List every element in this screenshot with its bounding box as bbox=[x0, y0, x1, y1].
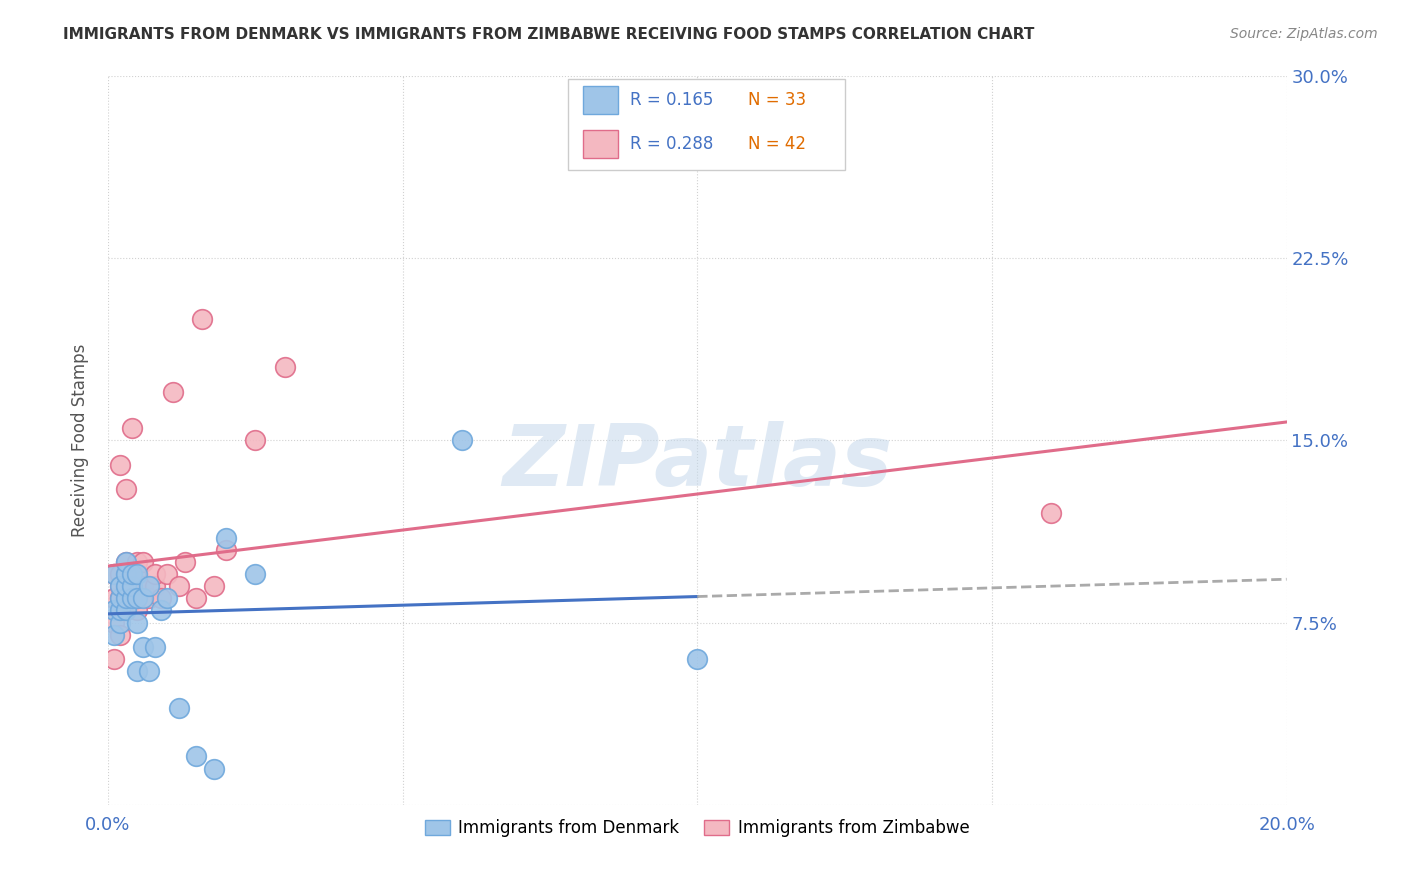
Point bbox=[103, 567, 125, 582]
FancyBboxPatch shape bbox=[583, 130, 619, 158]
Point bbox=[103, 591, 125, 606]
Point bbox=[132, 640, 155, 654]
FancyBboxPatch shape bbox=[583, 87, 619, 114]
Point bbox=[108, 591, 131, 606]
Point bbox=[121, 591, 143, 606]
Point bbox=[127, 567, 149, 582]
Point bbox=[132, 555, 155, 569]
Point bbox=[103, 603, 125, 617]
Point bbox=[132, 579, 155, 593]
Point bbox=[143, 640, 166, 654]
Point bbox=[103, 615, 125, 630]
Point bbox=[450, 434, 472, 448]
Point bbox=[108, 579, 131, 593]
Point bbox=[108, 591, 131, 606]
Point bbox=[138, 591, 160, 606]
Point bbox=[108, 615, 131, 630]
Point bbox=[108, 579, 131, 593]
Text: R = 0.288: R = 0.288 bbox=[630, 135, 713, 153]
Point bbox=[121, 567, 143, 582]
Point bbox=[127, 579, 149, 593]
Point bbox=[114, 603, 136, 617]
Point bbox=[114, 591, 136, 606]
Text: N = 42: N = 42 bbox=[748, 135, 806, 153]
Point bbox=[127, 555, 149, 569]
Point bbox=[202, 762, 225, 776]
Point bbox=[215, 531, 238, 545]
Point bbox=[215, 542, 238, 557]
Point bbox=[114, 579, 136, 593]
Point bbox=[191, 311, 214, 326]
Text: R = 0.165: R = 0.165 bbox=[630, 91, 713, 109]
Point bbox=[121, 579, 143, 593]
Point bbox=[121, 421, 143, 435]
Point bbox=[1039, 506, 1062, 520]
Point bbox=[150, 603, 173, 617]
Text: IMMIGRANTS FROM DENMARK VS IMMIGRANTS FROM ZIMBABWE RECEIVING FOOD STAMPS CORREL: IMMIGRANTS FROM DENMARK VS IMMIGRANTS FR… bbox=[63, 27, 1035, 42]
Point bbox=[127, 603, 149, 617]
Point bbox=[114, 555, 136, 569]
Point bbox=[114, 603, 136, 617]
Point bbox=[245, 434, 267, 448]
Point bbox=[121, 567, 143, 582]
Point bbox=[114, 579, 136, 593]
Point bbox=[127, 591, 149, 606]
Point bbox=[143, 579, 166, 593]
Legend: Immigrants from Denmark, Immigrants from Zimbabwe: Immigrants from Denmark, Immigrants from… bbox=[419, 813, 976, 844]
Text: N = 33: N = 33 bbox=[748, 91, 806, 109]
Point bbox=[103, 628, 125, 642]
Point bbox=[186, 749, 208, 764]
Point bbox=[114, 567, 136, 582]
Point bbox=[114, 567, 136, 582]
Point bbox=[143, 567, 166, 582]
Point bbox=[108, 628, 131, 642]
Y-axis label: Receiving Food Stamps: Receiving Food Stamps bbox=[72, 343, 89, 537]
Point bbox=[138, 579, 160, 593]
Point bbox=[173, 555, 195, 569]
Point bbox=[127, 665, 149, 679]
Point bbox=[121, 579, 143, 593]
Point bbox=[103, 652, 125, 666]
Point bbox=[127, 567, 149, 582]
Point bbox=[127, 591, 149, 606]
Point bbox=[138, 665, 160, 679]
Text: Source: ZipAtlas.com: Source: ZipAtlas.com bbox=[1230, 27, 1378, 41]
Point bbox=[114, 482, 136, 496]
Point bbox=[686, 652, 709, 666]
Point bbox=[127, 615, 149, 630]
Point bbox=[108, 458, 131, 472]
Point bbox=[103, 567, 125, 582]
Point bbox=[274, 360, 297, 375]
Point bbox=[108, 603, 131, 617]
Point bbox=[167, 579, 190, 593]
Text: ZIPatlas: ZIPatlas bbox=[502, 421, 893, 504]
Point bbox=[121, 591, 143, 606]
Point bbox=[108, 603, 131, 617]
Point bbox=[167, 700, 190, 714]
FancyBboxPatch shape bbox=[568, 79, 845, 170]
Point bbox=[156, 591, 179, 606]
Point bbox=[156, 567, 179, 582]
Point bbox=[132, 591, 155, 606]
Point bbox=[108, 567, 131, 582]
Point bbox=[114, 591, 136, 606]
Point bbox=[162, 384, 184, 399]
Point bbox=[114, 555, 136, 569]
Point bbox=[186, 591, 208, 606]
Point bbox=[245, 567, 267, 582]
Point bbox=[202, 579, 225, 593]
Point bbox=[150, 591, 173, 606]
